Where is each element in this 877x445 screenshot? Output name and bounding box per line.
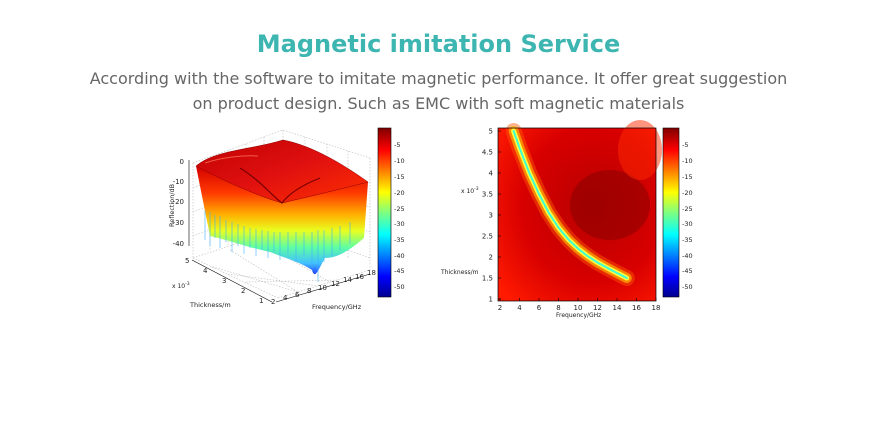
colorbar-tick: -15	[682, 173, 693, 181]
x-tick: 16	[355, 273, 364, 281]
x-tick: 2	[271, 298, 275, 306]
colorbar-tick: -45	[394, 267, 405, 275]
y-tick: 4.5	[482, 149, 493, 157]
heatmap-y-axis-label: Thickness/m	[440, 269, 479, 276]
y-tick: 3	[222, 277, 226, 285]
y-tick: 5	[185, 257, 189, 265]
colorbar-tick: -25	[682, 205, 693, 213]
heatmap-dark-region	[570, 170, 650, 240]
x-tick: 16	[632, 304, 641, 312]
x-tick: 4	[283, 294, 288, 302]
x-tick: 8	[307, 287, 311, 295]
y-tick: 3	[489, 212, 493, 220]
heatmap-colorbar-ticks: -5 -10 -15 -20 -25 -30 -35 -40 -45 -50	[682, 141, 693, 291]
colorbar-tick: -45	[682, 267, 693, 275]
colorbar-tick: -10	[394, 157, 405, 165]
heatmap-bright-region	[618, 120, 662, 180]
x-tick: 10	[318, 284, 327, 292]
z-tick: -20	[173, 198, 184, 206]
curve-core	[512, 130, 628, 279]
x-tick: 4	[517, 304, 522, 312]
y-tick: 4	[203, 267, 208, 275]
x-tick: 12	[331, 280, 340, 288]
x-tick: 14	[343, 276, 352, 284]
colorbar-tick: -10	[682, 157, 693, 165]
colorbar-ticks: -5 -10 -15 -20 -25 -30 -35 -40 -45 -50	[394, 141, 405, 291]
y-tick: 1.5	[482, 275, 493, 283]
heatmap-frame	[497, 127, 657, 302]
colorbar-tick: -50	[682, 283, 693, 291]
y-tick: 4	[489, 170, 494, 178]
heatmap-x-axis-label: Frequency/GHz	[556, 312, 601, 319]
y-scale-label: x 10-3	[172, 281, 190, 290]
page-title: Magnetic imitation Service	[256, 30, 621, 58]
y-tick: 3.5	[482, 191, 493, 199]
colorbar-tick: -40	[394, 252, 405, 260]
y-tick: 5	[489, 128, 493, 136]
colorbar-tick: -30	[394, 220, 405, 228]
colorbar-tick: -5	[394, 141, 400, 149]
surface-highlight	[204, 155, 259, 164]
colorbar-tick: -35	[394, 236, 405, 244]
heatmap-colorbar	[662, 127, 680, 298]
surface-plot: 0 -10 -20 -30 -40 Reflection/dB 5 4 3 2 …	[168, 127, 405, 311]
x-tick: 12	[593, 304, 602, 312]
x-tick: 2	[498, 304, 502, 312]
x-tick: 14	[613, 304, 622, 312]
colorbar-tick: -50	[394, 283, 405, 291]
absorption-curve	[505, 123, 635, 286]
y-tick: 2	[241, 287, 245, 295]
z-tick: -10	[173, 178, 184, 186]
colorbar-tick: -25	[394, 205, 405, 213]
colorbar-tick: -15	[394, 173, 405, 181]
heatmap-y-scale-label: x 10-3	[461, 186, 479, 195]
x-tick: 10	[574, 304, 583, 312]
colorbar	[377, 127, 392, 298]
x-tick: 6	[295, 291, 300, 299]
x-axis-label: Frequency/GHz	[312, 303, 362, 311]
x-tick: 8	[556, 304, 560, 312]
z-tick: -30	[173, 219, 184, 227]
colorbar-tick: -35	[682, 236, 693, 244]
colorbar-tick: -20	[394, 189, 405, 197]
y-tick: 2.5	[482, 233, 493, 241]
x-tick: 18	[652, 304, 661, 312]
surface-axes	[188, 160, 371, 303]
y-tick: 1	[489, 296, 493, 304]
z-tick: -40	[173, 240, 184, 248]
heatmap-ticks: 2 4 6 8 10 12 14 16 18 1 1.5 2 2.5 3 3.5 4 4.5 5	[482, 128, 661, 313]
surface-spikes	[204, 210, 351, 282]
surface-ridge	[239, 167, 321, 204]
z-tick: 0	[180, 158, 184, 166]
z-axis-label: Reflection/dB	[168, 184, 176, 227]
colorbar-tick: -5	[682, 141, 688, 149]
colorbar-tick: -30	[682, 220, 693, 228]
x-tick: 6	[537, 304, 542, 312]
y-tick: 1	[259, 297, 263, 305]
colorbar-tick: -20	[682, 189, 693, 197]
colorbar-tick: -40	[682, 252, 693, 260]
y-tick: 2	[489, 254, 493, 262]
heatmap-plot: 2 4 6 8 10 12 14 16 18 1 1.5 2 2.5 3 3.5 4 4.5 5 x 10-3 T…	[440, 120, 693, 319]
y-axis-label: Thickness/m	[189, 301, 231, 309]
page-description: According with the software to imitate m…	[89, 69, 788, 113]
x-tick: 18	[367, 269, 376, 277]
